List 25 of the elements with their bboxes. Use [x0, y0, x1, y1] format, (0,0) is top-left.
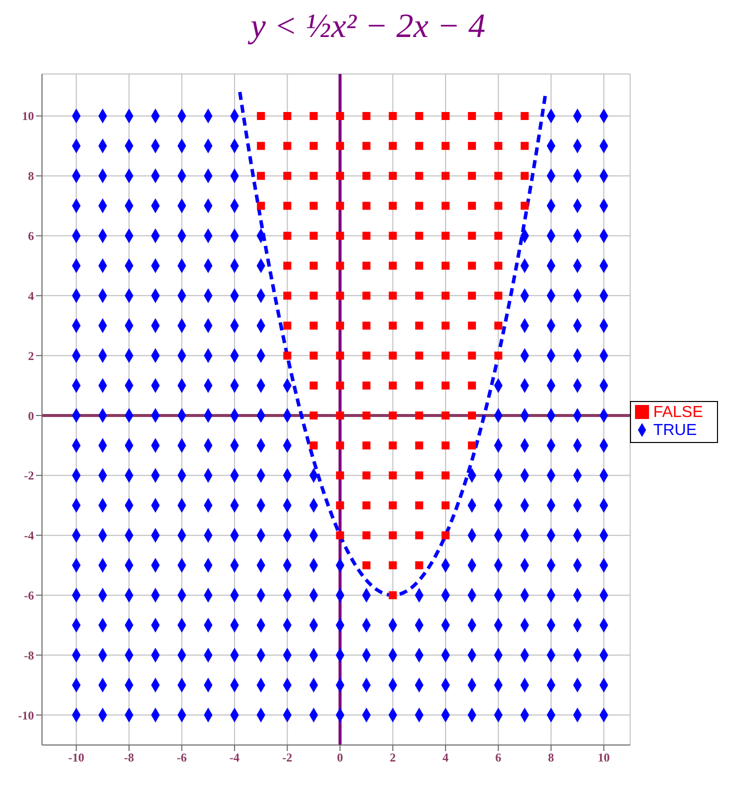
legend-label: FALSE	[653, 404, 703, 420]
x-tick-label: 2	[390, 750, 396, 765]
x-tick-label: -4	[230, 750, 240, 765]
x-tick-label: 6	[495, 750, 502, 765]
x-tick-label: -2	[282, 750, 292, 765]
y-tick-label: -8	[24, 648, 34, 662]
y-tick-label: 0	[28, 408, 34, 423]
y-tick-label: 6	[28, 229, 34, 244]
x-tick-label: 8	[548, 750, 554, 765]
legend-label: TRUE	[653, 422, 697, 438]
y-tick-label: -4	[24, 528, 34, 543]
y-tick-label: 10	[22, 109, 34, 124]
y-tick-label: 4	[28, 288, 34, 303]
y-tick-label: -2	[24, 468, 34, 483]
y-tick-label: -6	[24, 588, 34, 602]
chart-title: y < ½x² − 2x − 4	[246, 8, 486, 47]
x-tick-label: -6	[176, 750, 187, 765]
x-tick-label: -10	[68, 750, 84, 765]
y-tick-label: -10	[18, 708, 34, 722]
x-tick-label: 4	[442, 750, 449, 765]
y-tick-label: 8	[28, 169, 34, 184]
x-tick-label: -8	[124, 750, 134, 765]
x-tick-label: 10	[598, 750, 610, 765]
y-tick-label: 2	[28, 348, 34, 363]
x-tick-label: 0	[337, 750, 344, 765]
